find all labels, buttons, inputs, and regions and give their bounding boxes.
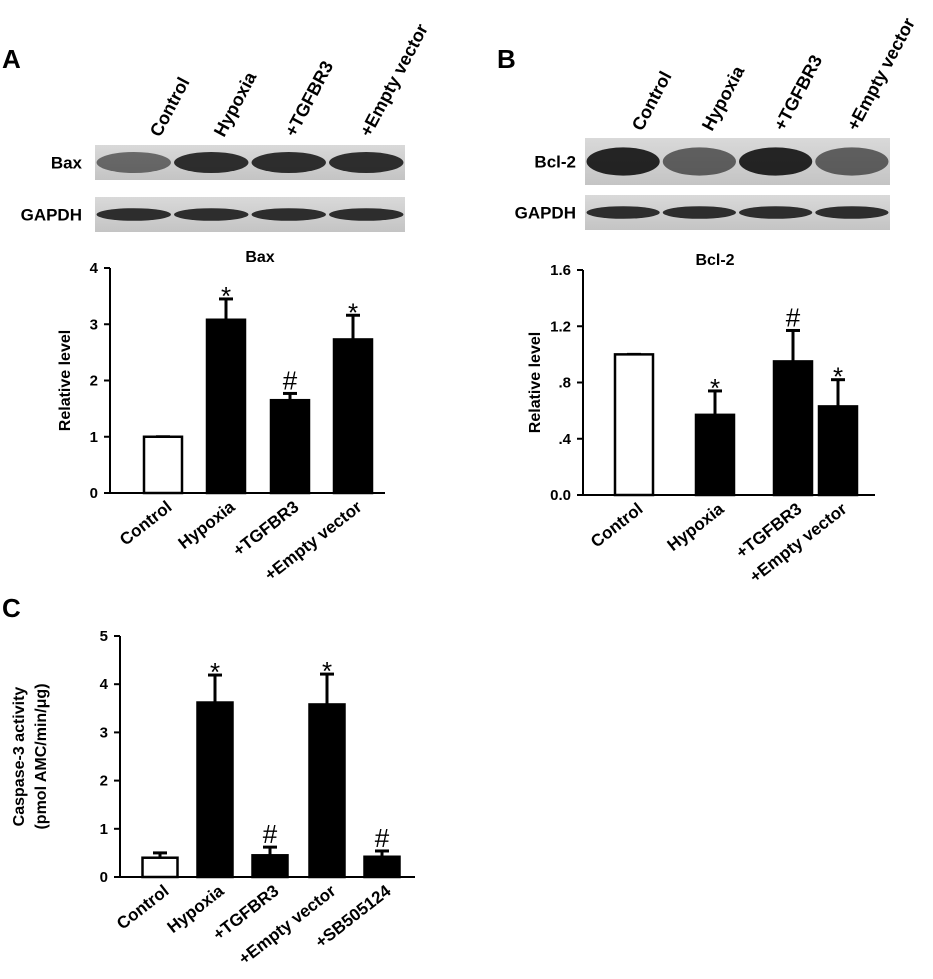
y-axis-label: Relative level bbox=[57, 330, 74, 431]
blot-band bbox=[662, 147, 736, 176]
significance-marker: # bbox=[375, 823, 390, 853]
bar bbox=[142, 435, 184, 495]
blot-band bbox=[815, 147, 889, 176]
significance-marker: # bbox=[263, 819, 278, 849]
bar bbox=[251, 854, 289, 879]
x-tick-label: Control bbox=[113, 881, 172, 933]
y-tick-label: .4 bbox=[558, 431, 571, 448]
lane-label: +Empty vector bbox=[356, 21, 432, 140]
x-tick-label: Hypoxia bbox=[664, 499, 728, 555]
bar bbox=[694, 413, 736, 497]
bar bbox=[817, 405, 859, 497]
bar bbox=[332, 338, 374, 495]
blot-band bbox=[174, 208, 249, 221]
significance-marker: * bbox=[210, 657, 220, 687]
x-tick-label: Control bbox=[116, 497, 175, 549]
significance-marker: * bbox=[322, 656, 332, 686]
bar bbox=[772, 360, 814, 497]
panel-label: C bbox=[2, 593, 21, 623]
blot-band bbox=[739, 147, 813, 176]
lane-label: +TGFBR3 bbox=[281, 58, 337, 140]
blot-band bbox=[329, 152, 404, 173]
chart-title: Bax bbox=[245, 249, 274, 266]
bar bbox=[196, 701, 234, 879]
panel-label: A bbox=[2, 44, 21, 74]
lane-label: Control bbox=[146, 74, 194, 140]
blot-band bbox=[739, 206, 813, 219]
significance-marker: * bbox=[221, 281, 231, 311]
blot-band bbox=[586, 147, 660, 176]
y-tick-label: 0.0 bbox=[550, 487, 571, 504]
bar bbox=[205, 318, 247, 495]
lane-label: +Empty vector bbox=[843, 15, 919, 134]
bar bbox=[613, 353, 655, 497]
blot-row-label: Bax bbox=[51, 154, 83, 173]
lane-label: +TGFBR3 bbox=[770, 52, 826, 134]
blot-band bbox=[96, 152, 171, 173]
lane-label: Control bbox=[628, 68, 676, 134]
y-tick-label: 0 bbox=[90, 485, 98, 502]
y-tick-label: 1 bbox=[90, 429, 98, 446]
bar bbox=[269, 398, 311, 495]
blot-band bbox=[96, 208, 171, 221]
y-tick-label: 0 bbox=[100, 869, 108, 886]
y-axis-label: Caspase-3 activity bbox=[11, 687, 28, 827]
lane-label: Hypoxia bbox=[698, 62, 749, 134]
blot-band bbox=[251, 152, 326, 173]
significance-marker: # bbox=[283, 365, 298, 395]
y-tick-label: .8 bbox=[558, 375, 571, 392]
blot-band bbox=[251, 208, 326, 221]
blot-row-label: GAPDH bbox=[515, 204, 576, 223]
blot-band bbox=[662, 206, 736, 219]
panel-label: B bbox=[497, 44, 516, 74]
significance-marker: # bbox=[786, 302, 801, 332]
y-tick-label: 5 bbox=[100, 628, 108, 645]
y-tick-label: 4 bbox=[90, 260, 99, 277]
y-tick-label: 1.6 bbox=[550, 262, 571, 279]
significance-marker: * bbox=[833, 362, 843, 392]
blot-band bbox=[174, 152, 249, 173]
y-tick-label: 3 bbox=[100, 724, 108, 741]
y-tick-label: 4 bbox=[100, 676, 109, 693]
y-axis-label: (pmol AMC/min/μg) bbox=[33, 683, 50, 829]
bar bbox=[308, 703, 346, 879]
blot-row-label: GAPDH bbox=[21, 206, 82, 225]
y-tick-label: 2 bbox=[90, 373, 98, 390]
blot-row-label: Bcl-2 bbox=[534, 153, 576, 172]
bar bbox=[363, 855, 401, 879]
y-tick-label: 2 bbox=[100, 773, 108, 790]
chart-title: Bcl-2 bbox=[695, 252, 734, 269]
bar bbox=[141, 856, 179, 879]
x-tick-label: Control bbox=[587, 499, 646, 551]
y-axis-label: Relative level bbox=[527, 332, 544, 433]
significance-marker: * bbox=[348, 297, 358, 327]
x-tick-label: +Empty vector bbox=[235, 881, 340, 969]
blot-band bbox=[329, 208, 404, 221]
lane-label: Hypoxia bbox=[210, 68, 261, 140]
y-tick-label: 1.2 bbox=[550, 318, 571, 335]
y-tick-label: 3 bbox=[90, 316, 98, 333]
blot-band bbox=[815, 206, 889, 219]
significance-marker: * bbox=[710, 373, 720, 403]
blot-band bbox=[586, 206, 660, 219]
y-tick-label: 1 bbox=[100, 821, 108, 838]
